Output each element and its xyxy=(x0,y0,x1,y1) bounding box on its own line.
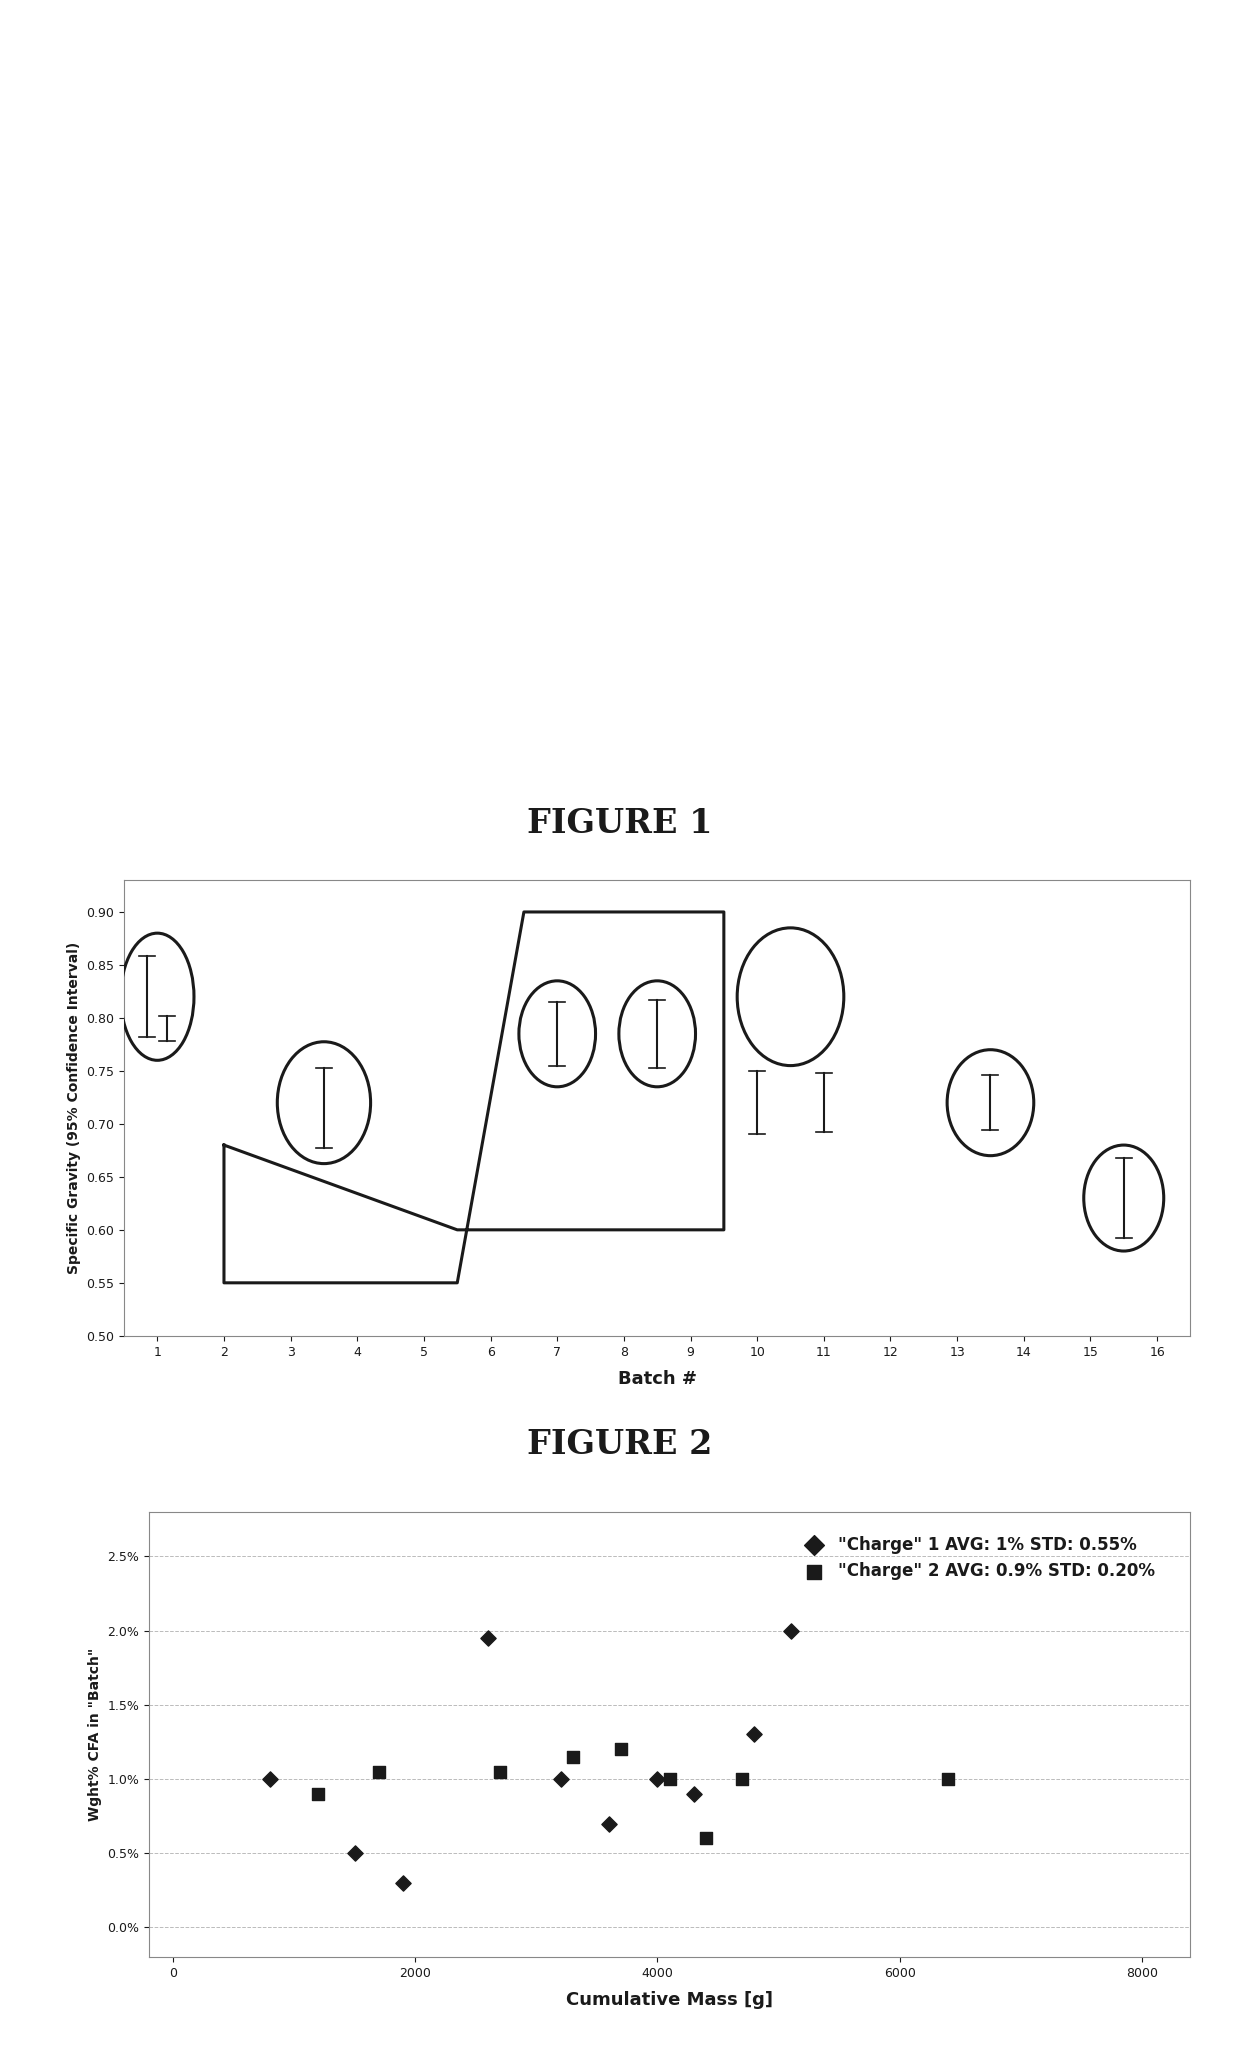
"Charge" 2 AVG: 0.9% STD: 0.20%: (1.7e+03, 0.0105): 0.9% STD: 0.20%: (1.7e+03, 0.0105) xyxy=(370,1754,389,1787)
"Charge" 1 AVG: 1% STD: 0.55%: (4e+03, 0.01): 1% STD: 0.55%: (4e+03, 0.01) xyxy=(647,1762,667,1796)
Legend: "Charge" 1 AVG: 1% STD: 0.55%, "Charge" 2 AVG: 0.9% STD: 0.20%: "Charge" 1 AVG: 1% STD: 0.55%, "Charge" … xyxy=(791,1528,1161,1586)
Y-axis label: Wght% CFA in "Batch": Wght% CFA in "Batch" xyxy=(88,1649,102,1820)
"Charge" 1 AVG: 1% STD: 0.55%: (1.5e+03, 0.005): 1% STD: 0.55%: (1.5e+03, 0.005) xyxy=(345,1837,365,1870)
"Charge" 2 AVG: 0.9% STD: 0.20%: (3.3e+03, 0.0115): 0.9% STD: 0.20%: (3.3e+03, 0.0115) xyxy=(563,1740,583,1773)
"Charge" 2 AVG: 0.9% STD: 0.20%: (4.7e+03, 0.01): 0.9% STD: 0.20%: (4.7e+03, 0.01) xyxy=(733,1762,753,1796)
X-axis label: Batch #: Batch # xyxy=(618,1369,697,1388)
"Charge" 1 AVG: 1% STD: 0.55%: (3.2e+03, 0.01): 1% STD: 0.55%: (3.2e+03, 0.01) xyxy=(551,1762,570,1796)
"Charge" 1 AVG: 1% STD: 0.55%: (4.3e+03, 0.009): 1% STD: 0.55%: (4.3e+03, 0.009) xyxy=(684,1777,704,1810)
"Charge" 2 AVG: 0.9% STD: 0.20%: (3.7e+03, 0.012): 0.9% STD: 0.20%: (3.7e+03, 0.012) xyxy=(611,1733,631,1767)
X-axis label: Cumulative Mass [g]: Cumulative Mass [g] xyxy=(567,1990,773,2009)
"Charge" 2 AVG: 0.9% STD: 0.20%: (4.4e+03, 0.006): 0.9% STD: 0.20%: (4.4e+03, 0.006) xyxy=(696,1822,715,1856)
Text: FIGURE 2: FIGURE 2 xyxy=(527,1429,713,1460)
Text: FIGURE 1: FIGURE 1 xyxy=(527,808,713,839)
"Charge" 2 AVG: 0.9% STD: 0.20%: (4.1e+03, 0.01): 0.9% STD: 0.20%: (4.1e+03, 0.01) xyxy=(660,1762,680,1796)
"Charge" 1 AVG: 1% STD: 0.55%: (800, 0.01): 1% STD: 0.55%: (800, 0.01) xyxy=(260,1762,280,1796)
"Charge" 1 AVG: 1% STD: 0.55%: (5.1e+03, 0.02): 1% STD: 0.55%: (5.1e+03, 0.02) xyxy=(781,1613,801,1646)
"Charge" 1 AVG: 1% STD: 0.55%: (3.6e+03, 0.007): 1% STD: 0.55%: (3.6e+03, 0.007) xyxy=(599,1806,619,1839)
"Charge" 1 AVG: 1% STD: 0.55%: (2.6e+03, 0.0195): 1% STD: 0.55%: (2.6e+03, 0.0195) xyxy=(477,1622,497,1655)
"Charge" 1 AVG: 1% STD: 0.55%: (4.8e+03, 0.013): 1% STD: 0.55%: (4.8e+03, 0.013) xyxy=(744,1719,764,1752)
"Charge" 2 AVG: 0.9% STD: 0.20%: (6.4e+03, 0.01): 0.9% STD: 0.20%: (6.4e+03, 0.01) xyxy=(939,1762,959,1796)
"Charge" 2 AVG: 0.9% STD: 0.20%: (2.7e+03, 0.0105): 0.9% STD: 0.20%: (2.7e+03, 0.0105) xyxy=(490,1754,510,1787)
"Charge" 2 AVG: 0.9% STD: 0.20%: (1.2e+03, 0.009): 0.9% STD: 0.20%: (1.2e+03, 0.009) xyxy=(309,1777,329,1810)
"Charge" 1 AVG: 1% STD: 0.55%: (1.9e+03, 0.003): 1% STD: 0.55%: (1.9e+03, 0.003) xyxy=(393,1866,413,1899)
Y-axis label: Specific Gravity (95% Confidence Interval): Specific Gravity (95% Confidence Interva… xyxy=(67,942,81,1274)
